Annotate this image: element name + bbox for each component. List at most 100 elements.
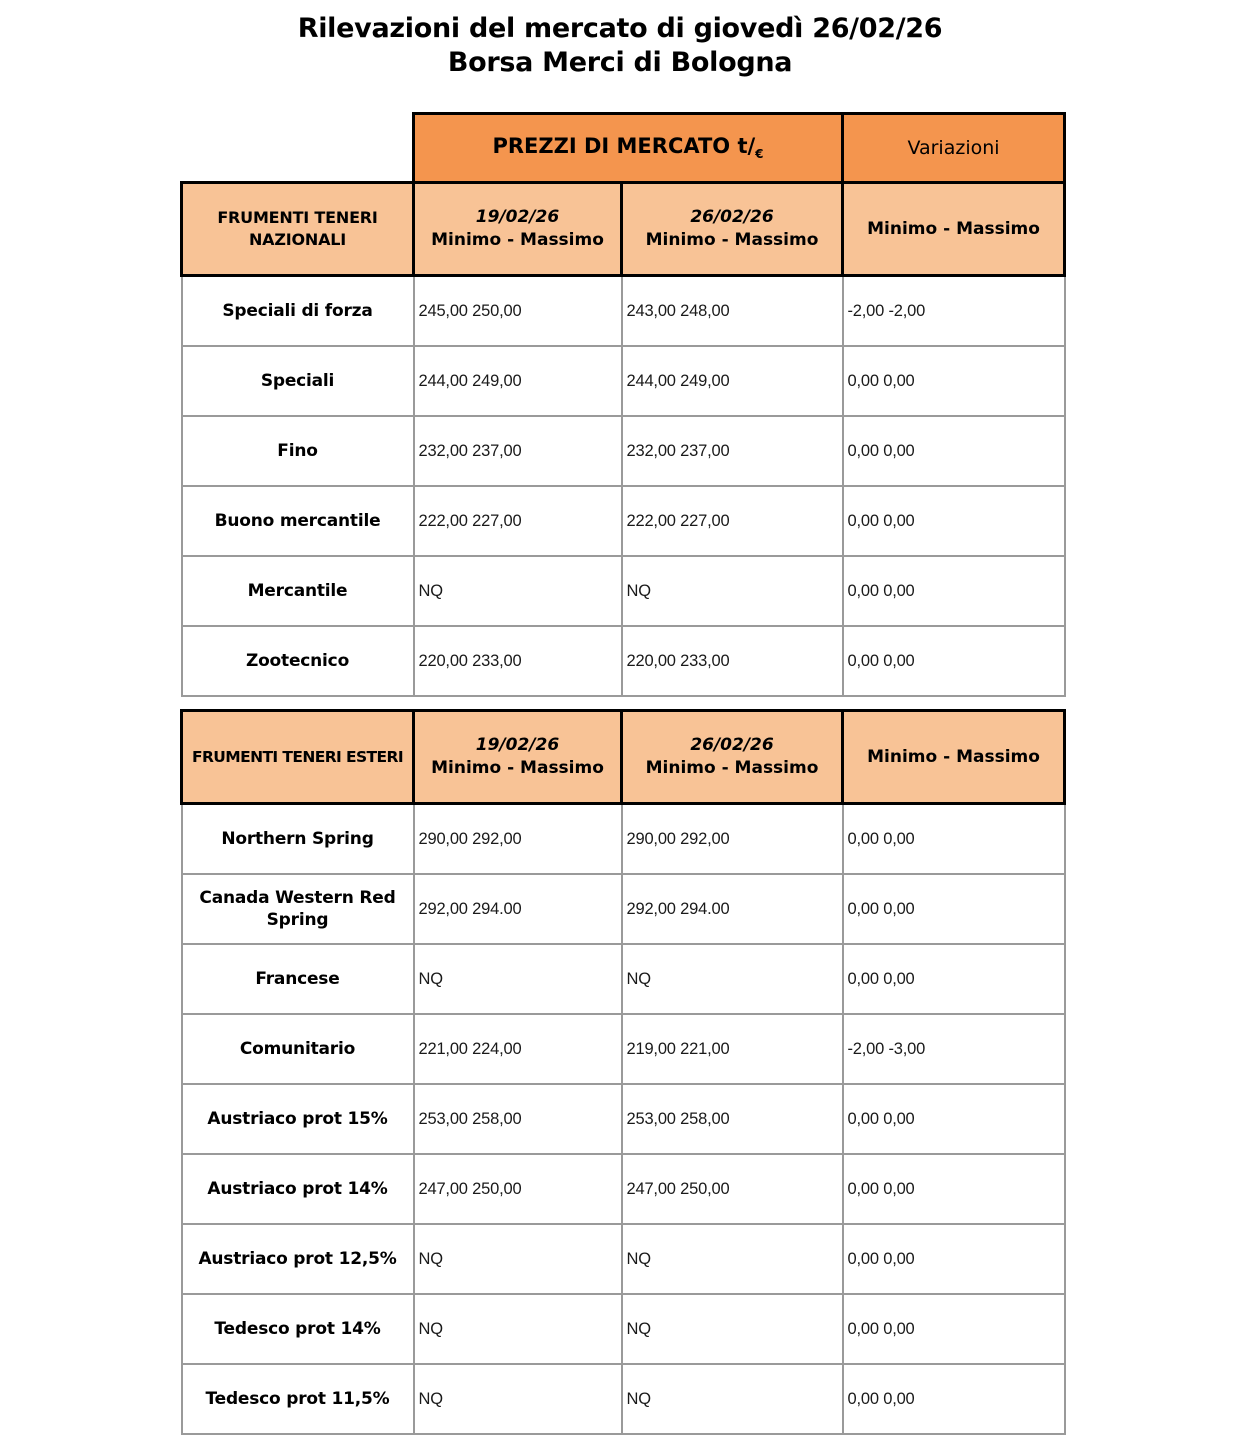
row-current-price: NQ: [620, 943, 844, 1015]
table-row: Canada Western Red Spring 292,00 294.00 29…: [180, 873, 1066, 945]
section-title-line-2: NAZIONALI: [248, 230, 347, 249]
row-previous-price: 232,00 237,00: [412, 415, 623, 487]
row-variation: 0,00 0,00: [841, 345, 1066, 417]
row-previous-price: NQ: [412, 943, 623, 1015]
banner-prices-label: PREZZI DI MERCATO t/: [492, 134, 756, 159]
row-previous-price: NQ: [412, 1223, 623, 1295]
section-current-date: 26/02/26: [690, 207, 774, 227]
row-variation: 0,00 0,00: [841, 1083, 1066, 1155]
row-current-price: 253,00 258,00: [620, 1083, 844, 1155]
row-current-price: 220,00 233,00: [620, 625, 844, 697]
table-row: Comunitario 221,00 224,00 219,00 221,00 -2,…: [180, 1013, 1066, 1085]
section-title-line-1: FRUMENTI TENERI ESTERI: [191, 748, 404, 766]
row-current-price: NQ: [620, 1293, 844, 1365]
banner-spacer-cell: [182, 114, 414, 183]
row-product-name: Fino: [180, 415, 415, 487]
row-variation: 0,00 0,00: [841, 555, 1066, 627]
row-variation: 0,00 0,00: [841, 1223, 1066, 1295]
row-product-name: Austriaco prot 15%: [180, 1083, 415, 1155]
section-title-1: FRUMENTI TENERI NAZIONALI: [180, 181, 415, 277]
market-prices-table: PREZZI DI MERCATO t/€ Variazioni FRUMENTI …: [180, 112, 1067, 1435]
table-row: Speciali di forza 245,00 250,00 243,00 248…: [180, 274, 1066, 347]
row-previous-price: NQ: [412, 1293, 623, 1365]
row-current-price: NQ: [620, 555, 844, 627]
row-current-price: 292,00 294.00: [620, 873, 844, 945]
row-previous-price: NQ: [412, 1363, 623, 1435]
section-previous-date-header: 19/02/26 Minimo - Massimo: [412, 709, 623, 805]
page-title: Rilevazioni del mercato di giovedì 26/02…: [0, 0, 1240, 80]
row-previous-price: 245,00 250,00: [412, 274, 623, 347]
row-variation: -2,00 -3,00: [841, 1013, 1066, 1085]
section-previous-date-header: 19/02/26 Minimo - Massimo: [412, 181, 623, 277]
table-row: Francese NQ NQ 0,00 0,00: [180, 943, 1066, 1015]
table-row: Buono mercantile 222,00 227,00 222,00 227,…: [180, 485, 1066, 557]
table-row: Mercantile NQ NQ 0,00 0,00: [180, 555, 1066, 627]
row-previous-price: NQ: [412, 555, 623, 627]
section-current-date-header: 26/02/26 Minimo - Massimo: [619, 181, 845, 277]
table-row: Austriaco prot 14% 247,00 250,00 247,00 25…: [180, 1153, 1066, 1225]
row-product-name: Northern Spring: [180, 802, 415, 875]
row-variation: 0,00 0,00: [841, 485, 1066, 557]
section-header-row: FRUMENTI TENERI NAZIONALI 19/02/26 Minimo -…: [180, 181, 1067, 277]
row-current-price: 244,00 249,00: [620, 345, 844, 417]
row-current-price: NQ: [620, 1223, 844, 1295]
row-product-name: Tedesco prot 11,5%: [180, 1363, 415, 1435]
section-current-date: 26/02/26: [690, 735, 774, 755]
row-product-name: Mercantile: [180, 555, 415, 627]
row-product-name: Austriaco prot 14%: [180, 1153, 415, 1225]
title-line-1: Rilevazioni del mercato di giovedì 26/02…: [297, 13, 943, 44]
section-variations-minmax-label: Minimo - Massimo: [841, 709, 1067, 805]
row-product-name: Buono mercantile: [180, 485, 415, 557]
table-row: Speciali 244,00 249,00 244,00 249,00 0,00 0…: [180, 345, 1066, 417]
row-previous-price: 290,00 292,00: [412, 802, 623, 875]
row-current-price: 232,00 237,00: [620, 415, 844, 487]
section-previous-date: 19/02/26: [475, 207, 560, 227]
row-current-price: 219,00 221,00: [620, 1013, 844, 1085]
banner-row: PREZZI DI MERCATO t/€ Variazioni: [182, 112, 1067, 184]
section-current-minmax-label: Minimo - Massimo: [645, 758, 819, 778]
table-row: Austriaco prot 15% 253,00 258,00 253,00 25…: [180, 1083, 1066, 1155]
row-previous-price: 247,00 250,00: [412, 1153, 623, 1225]
row-product-name: Francese: [180, 943, 415, 1015]
table-row: Austriaco prot 12,5% NQ NQ 0,00 0,00: [180, 1223, 1066, 1295]
row-product-name: Speciali di forza: [180, 274, 415, 347]
banner-variations-header: Variazioni: [841, 112, 1067, 184]
table-row: Fino 232,00 237,00 232,00 237,00 0,00 0,00: [180, 415, 1066, 487]
section-title-2: FRUMENTI TENERI ESTERI: [180, 709, 415, 805]
table-row: Northern Spring 290,00 292,00 290,00 292,0…: [180, 802, 1066, 875]
row-previous-price: 221,00 224,00: [412, 1013, 623, 1085]
row-previous-price: 222,00 227,00: [412, 485, 623, 557]
row-product-name: Canada Western Red Spring: [180, 873, 415, 945]
section-previous-minmax-label: Minimo - Massimo: [431, 230, 604, 250]
table-row: Zootecnico 220,00 233,00 220,00 233,00 0,00…: [180, 625, 1066, 697]
row-product-name: Zootecnico: [180, 625, 415, 697]
banner-prices-unit: €: [755, 147, 764, 162]
row-current-price: 247,00 250,00: [620, 1153, 844, 1225]
title-line-2: Borsa Merci di Bologna: [447, 47, 793, 78]
row-variation: 0,00 0,00: [841, 415, 1066, 487]
section-variations-minmax-label: Minimo - Massimo: [841, 181, 1067, 277]
row-current-price: 222,00 227,00: [620, 485, 844, 557]
row-current-price: 243,00 248,00: [620, 274, 844, 347]
row-product-name: Comunitario: [180, 1013, 415, 1085]
section-previous-minmax-label: Minimo - Massimo: [431, 758, 604, 778]
row-variation: 0,00 0,00: [841, 1293, 1066, 1365]
row-variation: 0,00 0,00: [841, 802, 1066, 875]
row-previous-price: 253,00 258,00: [412, 1083, 623, 1155]
row-variation: 0,00 0,00: [841, 873, 1066, 945]
section-header-row: FRUMENTI TENERI ESTERI 19/02/26 Minimo - M…: [180, 709, 1067, 805]
section-current-date-header: 26/02/26 Minimo - Massimo: [619, 709, 845, 805]
row-product-name: Austriaco prot 12,5%: [180, 1223, 415, 1295]
row-current-price: NQ: [620, 1363, 844, 1435]
section-gap-cell: [181, 696, 1065, 711]
row-product-name: Tedesco prot 14%: [180, 1293, 415, 1365]
section-gap-row: [181, 696, 1065, 711]
row-product-name: Speciali: [180, 345, 415, 417]
row-variation: 0,00 0,00: [841, 1153, 1066, 1225]
section-current-minmax-label: Minimo - Massimo: [645, 230, 819, 250]
table-row: Tedesco prot 11,5% NQ NQ 0,00 0,00: [180, 1363, 1066, 1435]
market-table-container: PREZZI DI MERCATO t/€ Variazioni FRUMENTI …: [180, 112, 1067, 1435]
row-current-price: 290,00 292,00: [620, 802, 844, 875]
table-row: Tedesco prot 14% NQ NQ 0,00 0,00: [180, 1293, 1066, 1365]
row-previous-price: 220,00 233,00: [412, 625, 623, 697]
